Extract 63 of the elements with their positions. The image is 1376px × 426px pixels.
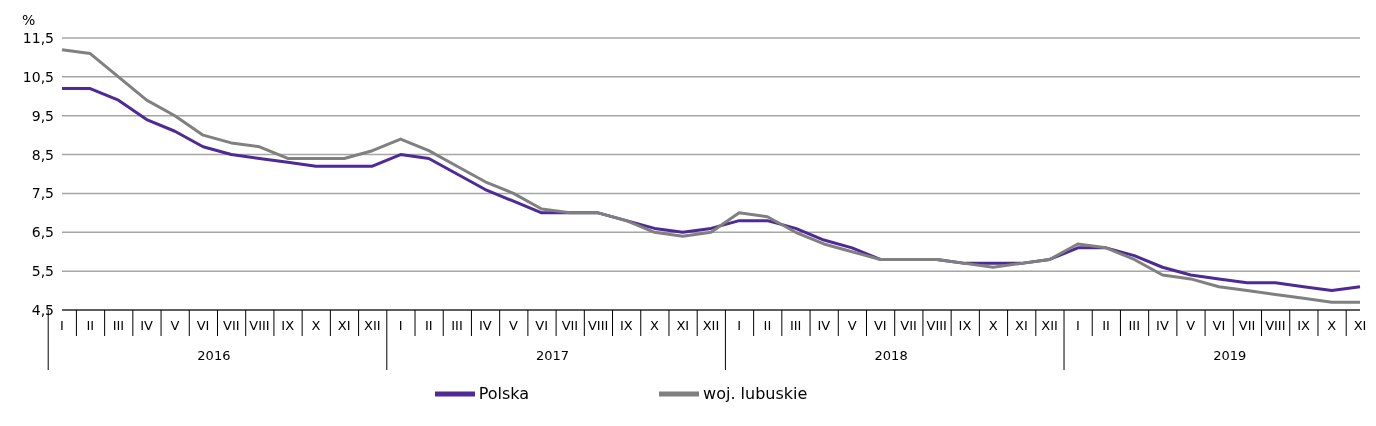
x-tick-label: VIII: [1265, 318, 1286, 333]
x-tick-label: X: [988, 318, 998, 333]
x-tick-label: III: [789, 318, 802, 333]
x-tick-label: II: [1102, 318, 1110, 333]
x-tick-label: XI: [676, 318, 690, 333]
legend-label: woj. lubuskie: [703, 383, 808, 403]
x-tick-label: VI: [196, 318, 210, 333]
x-tick-label: VII: [561, 318, 579, 333]
x-tick-label: II: [763, 318, 772, 333]
x-tick-label: X: [1327, 318, 1337, 333]
x-tick-label: VII: [223, 318, 240, 333]
x-tick-label: VI: [535, 318, 549, 333]
text: 2017: [535, 348, 570, 363]
x-tick-label: XII: [1041, 318, 1058, 333]
x-tick-label: VII: [900, 318, 917, 333]
x-tick-label: III: [1128, 318, 1141, 333]
x-tick-label: IX: [1297, 318, 1311, 333]
x-tick-label: I: [398, 318, 403, 333]
y-tick-label: 4,5: [31, 301, 54, 318]
y-tick-label: 10,5: [22, 68, 54, 85]
x-tick-label: V: [1186, 318, 1196, 333]
x-tick-label: XII: [364, 318, 381, 333]
line-series: [60, 48, 1362, 304]
x-tick-label: XI: [1015, 318, 1028, 333]
y-tick-label: 9,5: [31, 107, 54, 124]
y-tick-label: 7,5: [31, 185, 54, 202]
x-tick-label: IX: [619, 318, 633, 333]
text: 2019: [1213, 348, 1247, 363]
x-tick-label: II: [86, 318, 95, 333]
y-tick-label: 11,5: [22, 29, 54, 46]
x-tick-label: XII: [702, 318, 720, 333]
x-tick-label: III: [451, 318, 463, 333]
x-tick-label: V: [170, 318, 180, 333]
y-tick-label: 5,5: [31, 263, 54, 280]
x-tick-label: VIII: [587, 318, 609, 333]
x-tick-label: XI: [1353, 318, 1367, 333]
x-tick-label: IX: [281, 318, 295, 333]
y-tick-label: 6,5: [31, 224, 54, 241]
x-tick-label: I: [737, 318, 742, 333]
x-tick-label: XI: [337, 318, 351, 333]
x-tick-label: IV: [140, 318, 154, 333]
x-tick-label: V: [847, 318, 857, 333]
x-tick-label: I: [60, 318, 64, 333]
x-tick-label: VIII: [249, 318, 270, 333]
x-tick-label: VII: [1238, 318, 1256, 333]
x-tick-label: VIII: [926, 318, 947, 333]
x-tick-label: I: [1075, 318, 1080, 333]
x-tick-label: X: [650, 318, 660, 333]
y-axis-title: %: [22, 12, 36, 28]
x-tick-label: IV: [478, 318, 492, 333]
x-tick-label: VI: [873, 318, 887, 333]
x-tick-label: X: [311, 318, 321, 333]
x-tick-label: VI: [1212, 318, 1226, 333]
x-tick-label: III: [112, 318, 125, 333]
x-tick-label: II: [424, 318, 433, 333]
y-tick-label: 8,5: [31, 146, 54, 163]
x-tick-label: V: [509, 318, 519, 333]
x-tick-label: IV: [1156, 318, 1169, 333]
x-tick-label: IX: [958, 318, 972, 333]
text: 2018: [874, 348, 908, 363]
text: 2016: [197, 348, 231, 363]
x-tick-label: IV: [817, 318, 831, 333]
legend-label: Polska: [478, 383, 530, 403]
